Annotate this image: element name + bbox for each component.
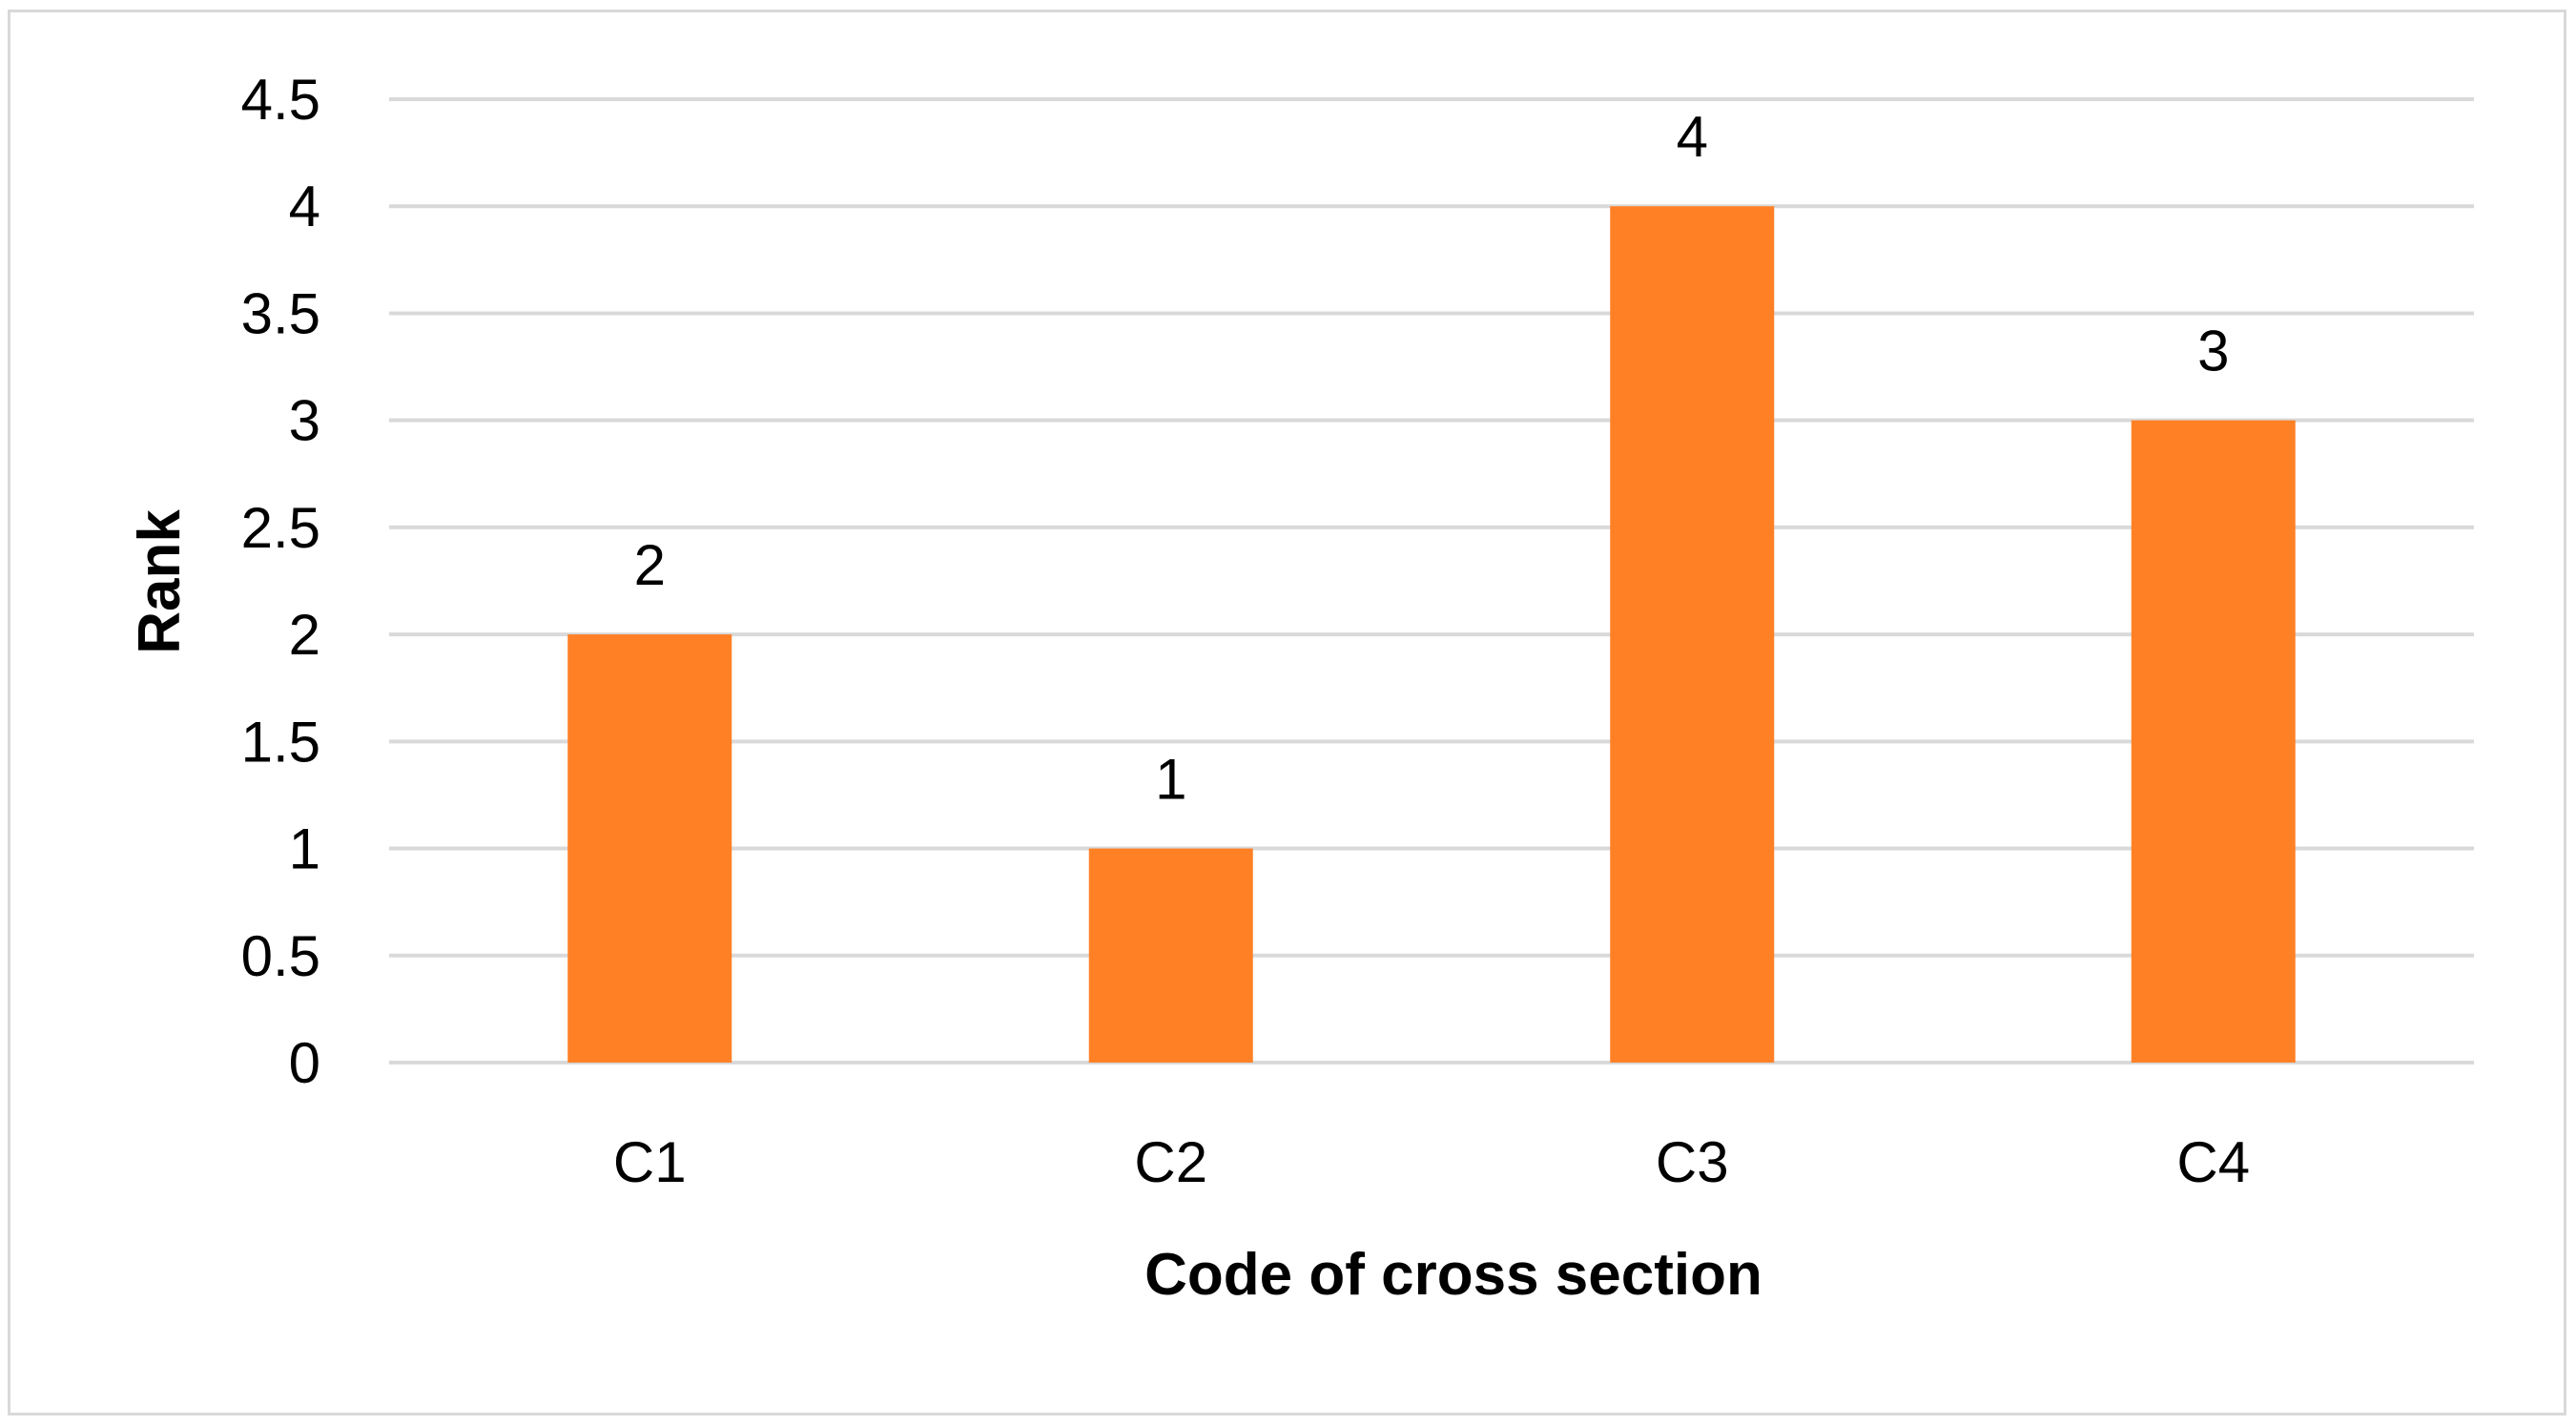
y-tick-label: 1 <box>289 817 320 881</box>
y-tick-label: 1.5 <box>241 710 320 774</box>
data-labels: 2 1 4 3 <box>634 105 2230 811</box>
y-axis-title: Rank <box>127 509 193 654</box>
data-label-C4: 3 <box>2197 320 2229 383</box>
x-axis-ticks: C1 C2 C3 C4 <box>613 1130 2250 1194</box>
bars <box>567 206 2296 1064</box>
gridlines <box>389 97 2474 1064</box>
bar-C2 <box>1088 848 1253 1063</box>
x-tick-label-C2: C2 <box>1134 1130 1207 1194</box>
y-tick-label: 3 <box>289 389 320 453</box>
y-tick-label: 2 <box>289 603 320 667</box>
data-label-C2: 1 <box>1155 748 1186 812</box>
bar-C4 <box>2131 420 2296 1064</box>
y-tick-label: 3.5 <box>241 281 320 345</box>
x-tick-label-C1: C1 <box>613 1130 687 1194</box>
x-axis-title: Code of cross section <box>1144 1242 1762 1308</box>
y-tick-label: 0.5 <box>241 924 320 988</box>
data-label-C1: 2 <box>634 533 666 597</box>
y-tick-label: 0 <box>289 1031 320 1095</box>
y-tick-label: 2.5 <box>241 496 320 560</box>
y-axis-ticks: 0 0.5 1 1.5 2 2.5 3 3.5 4 4.5 <box>241 68 320 1095</box>
x-tick-label-C4: C4 <box>2176 1130 2250 1194</box>
data-label-C3: 4 <box>1677 105 1708 169</box>
bar-C1 <box>567 634 732 1063</box>
bar-C3 <box>1610 206 1775 1063</box>
x-tick-label-C3: C3 <box>1656 1130 1729 1194</box>
y-tick-label: 4.5 <box>241 68 320 132</box>
y-tick-label: 4 <box>289 175 320 238</box>
